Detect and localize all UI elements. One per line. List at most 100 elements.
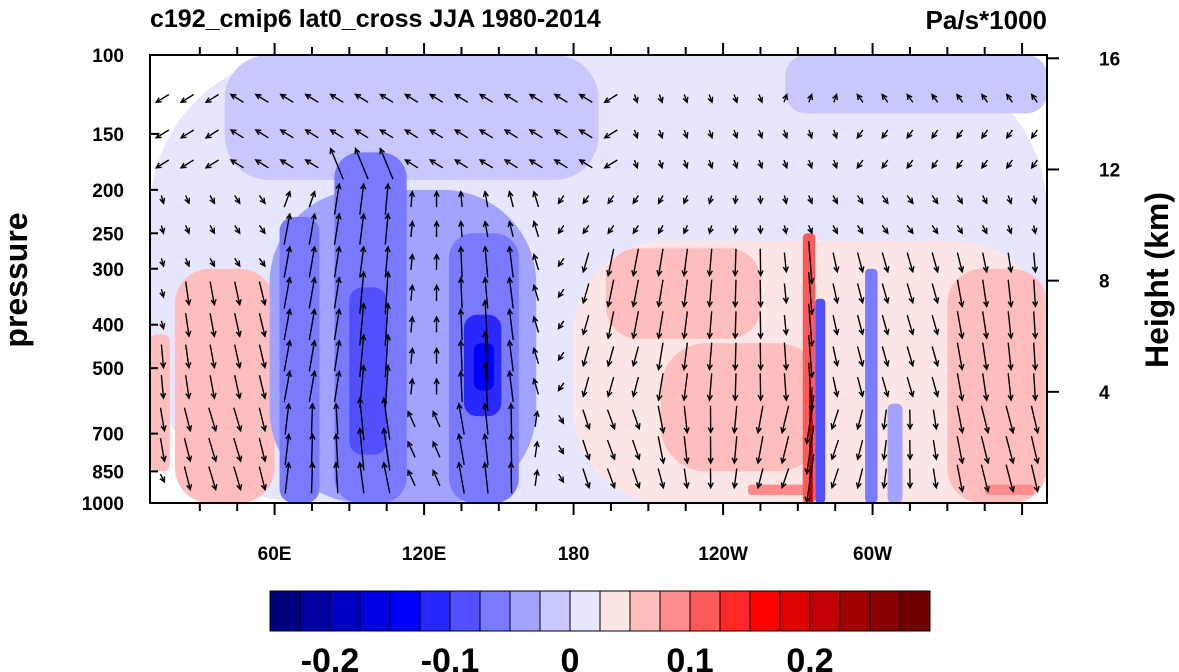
wind-arrow-375	[533, 409, 540, 427]
wind-arrow-439	[333, 461, 340, 494]
y-tick-label-0: 100	[92, 46, 124, 67]
wind-arrow-302	[506, 339, 514, 372]
region-17	[984, 484, 1035, 496]
x-tick-label-1: 120E	[402, 544, 446, 565]
wind-arrow-126	[607, 195, 615, 205]
wind-arrow-149	[283, 212, 293, 245]
wind-arrow-307	[631, 346, 640, 368]
wind-arrow-161	[582, 224, 590, 235]
wind-arrow-182	[209, 257, 216, 268]
wind-arrow-29	[881, 93, 889, 103]
wind-arrow-424	[855, 439, 864, 461]
wind-arrow-450	[606, 468, 616, 490]
wind-arrow-91	[632, 159, 639, 170]
wind-arrow-146	[209, 225, 216, 235]
region-13	[605, 248, 761, 339]
wind-arrow-298	[408, 346, 416, 364]
wind-arrow-148	[258, 224, 266, 235]
wind-arrow-426	[906, 439, 914, 461]
wind-arrow-151	[333, 212, 342, 245]
wind-arrow-131	[732, 195, 739, 205]
wind-arrow-133	[782, 195, 789, 205]
wind-arrow-398	[208, 437, 218, 463]
wind-arrow-127	[632, 195, 639, 205]
wind-arrow-43	[329, 129, 344, 139]
wind-arrow-70	[1005, 129, 1013, 140]
wind-arrow-279	[832, 314, 840, 336]
wind-arrow-329	[283, 369, 293, 403]
wind-arrow-317	[881, 346, 890, 368]
wind-arrow-103	[931, 159, 939, 170]
wind-arrow-69	[980, 129, 989, 140]
wind-arrow-144	[159, 225, 166, 235]
wind-arrow-254	[209, 313, 217, 338]
wind-arrow-191	[433, 252, 440, 270]
wind-arrow-351	[832, 376, 840, 398]
wind-arrow-352	[856, 376, 865, 398]
colorbar-box-14	[689, 590, 721, 632]
wind-arrow-75	[229, 159, 244, 169]
wind-arrow-11	[428, 93, 444, 103]
y-tick-label-7: 700	[92, 425, 124, 446]
wind-arrow-221	[283, 276, 293, 309]
wind-arrow-287	[1031, 311, 1039, 340]
wind-arrow-270	[606, 311, 615, 340]
wind-arrow-312	[757, 342, 764, 372]
y-tick-label-1: 150	[92, 125, 124, 146]
chart-title: c192_cmip6 lat0_cross JJA 1980-2014	[150, 5, 601, 33]
wind-arrow-335	[433, 377, 440, 395]
wind-arrow-65	[881, 129, 889, 140]
wind-arrow-390	[906, 409, 914, 431]
wind-arrow-200	[656, 248, 664, 278]
region-3	[174, 268, 275, 503]
x-tick-label-0: 60E	[258, 544, 292, 565]
wind-arrow-247	[931, 283, 940, 305]
wind-arrow-342	[606, 376, 615, 398]
wind-arrow-382	[707, 405, 714, 435]
wind-arrow-21	[682, 94, 689, 104]
wind-arrow-358	[1007, 373, 1014, 402]
shading	[150, 55, 1047, 503]
colorbar-label-1: -0.1	[421, 642, 480, 672]
wind-arrow-464	[956, 464, 965, 494]
wind-arrow-281	[881, 314, 890, 336]
wind-arrow-227	[433, 283, 440, 301]
wind-arrow-257	[283, 307, 293, 341]
wind-arrow-301	[482, 330, 489, 381]
wind-arrow-392	[956, 405, 965, 435]
wind-arrow-39	[229, 129, 244, 139]
wind-arrow-210	[906, 252, 915, 274]
wind-arrow-7	[329, 93, 344, 103]
wind-arrow-1	[179, 93, 195, 104]
wind-arrow-272	[656, 311, 664, 340]
wind-arrow-51	[528, 129, 543, 139]
wind-arrow-78	[304, 159, 319, 169]
wind-arrow-157	[482, 220, 489, 238]
wind-arrow-338	[506, 369, 514, 403]
wind-arrow-337	[482, 361, 489, 411]
wind-arrow-215	[1031, 252, 1039, 274]
wind-arrow-33	[980, 93, 989, 103]
wind-arrow-285	[982, 311, 990, 340]
wind-arrow-172	[857, 225, 864, 235]
wind-arrow-266	[506, 307, 514, 341]
wind-arrow-452	[657, 468, 666, 490]
wind-arrow-46	[403, 129, 419, 139]
wind-arrow-8	[354, 93, 369, 103]
wind-arrow-68	[956, 129, 964, 140]
wind-arrow-441	[381, 461, 391, 494]
wind-arrow-256	[258, 313, 267, 338]
colorbar-box-18	[809, 590, 841, 632]
wind-arrow-236	[656, 279, 664, 309]
wind-arrow-153	[384, 212, 391, 245]
wind-arrow-373	[482, 402, 489, 435]
wind-arrow-119	[433, 190, 440, 208]
wind-arrow-430	[1005, 436, 1015, 465]
wind-arrow-22	[707, 94, 714, 104]
wind-arrow-50	[503, 129, 518, 139]
wind-arrow-427	[932, 439, 939, 461]
wind-arrow-54	[603, 129, 618, 139]
colorbar: -0.2 -0.1 0 0.1 0.2	[269, 590, 931, 672]
wind-arrow-242	[808, 272, 815, 316]
